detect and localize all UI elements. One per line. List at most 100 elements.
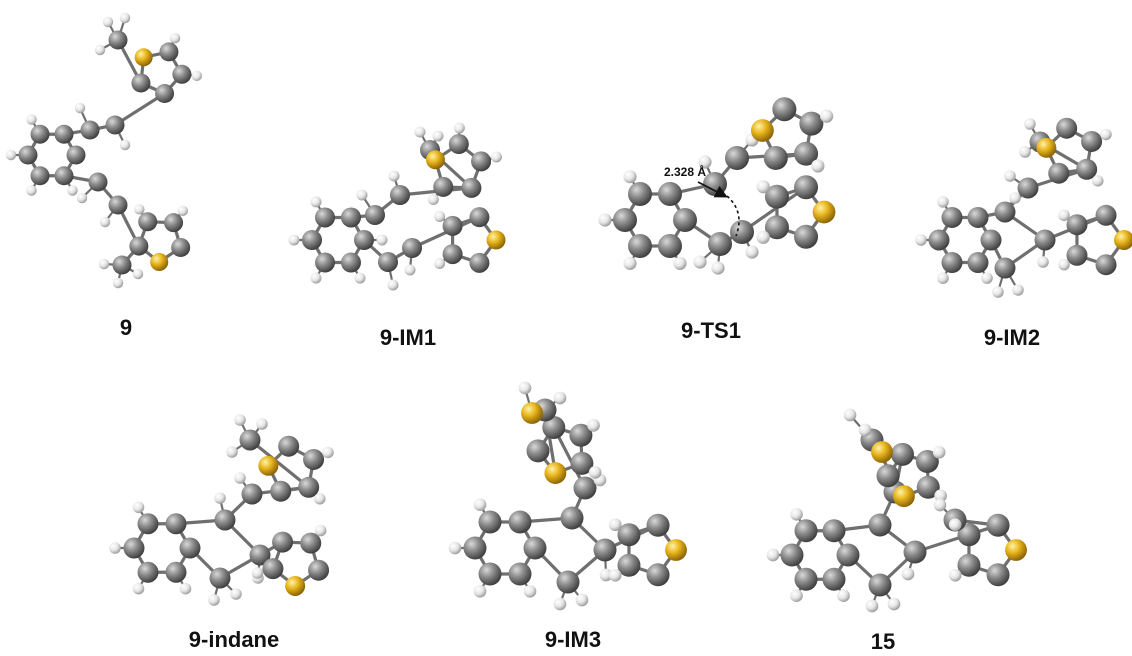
hydrogen-atom bbox=[623, 256, 637, 270]
hydrogen-atom bbox=[234, 472, 246, 484]
carbon-atom bbox=[298, 476, 320, 498]
hydrogen-atom bbox=[623, 170, 637, 184]
carbon-atom bbox=[1017, 177, 1039, 199]
carbon-atom bbox=[137, 513, 159, 535]
carbon-atom bbox=[822, 519, 846, 543]
sulfur-atom bbox=[258, 455, 279, 476]
carbon-atom bbox=[822, 567, 846, 591]
hydrogen-atom bbox=[119, 139, 131, 151]
hydrogen-atom bbox=[473, 584, 487, 598]
carbon-atom bbox=[986, 513, 1010, 537]
carbon-atom bbox=[903, 540, 927, 564]
hydrogen-atom bbox=[1058, 209, 1070, 222]
hydrogen-atom bbox=[453, 122, 465, 134]
carbon-atom bbox=[442, 244, 463, 265]
structure-label-9: 9 bbox=[119, 315, 133, 340]
carbon-atom bbox=[239, 429, 261, 451]
sulfur-atom bbox=[134, 48, 153, 67]
carbon-atom bbox=[799, 111, 824, 136]
sulfur-atom bbox=[1005, 539, 1027, 561]
hydrogen-atom bbox=[314, 524, 327, 537]
carbon-atom bbox=[836, 543, 860, 567]
hydrogen-atom bbox=[310, 272, 322, 284]
hydrogen-atom bbox=[1058, 258, 1070, 271]
carbon-atom bbox=[214, 509, 236, 531]
carbon-atom bbox=[617, 523, 641, 547]
hydrogen-atom bbox=[230, 588, 242, 600]
hydrogen-atom bbox=[693, 255, 707, 269]
hydrogen-atom bbox=[434, 258, 446, 270]
carbon-atom bbox=[341, 252, 361, 273]
carbon-atom bbox=[209, 567, 231, 589]
hydrogen-atom bbox=[1092, 174, 1104, 187]
hydrogen-atom bbox=[901, 567, 915, 581]
carbon-atom bbox=[108, 195, 128, 215]
carbon-atom bbox=[159, 42, 179, 62]
carbon-atom bbox=[303, 448, 325, 470]
carbon-atom bbox=[66, 145, 86, 165]
structure-label-9-im1: 9-IM1 bbox=[379, 325, 437, 350]
hydrogen-atom bbox=[132, 268, 144, 280]
carbon-atom bbox=[868, 573, 892, 597]
hydrogen-atom bbox=[132, 501, 145, 514]
carbon-atom bbox=[628, 182, 652, 207]
hydrogen-atom bbox=[992, 286, 1004, 298]
sulfur-atom bbox=[425, 150, 445, 170]
carbon-atom bbox=[593, 538, 617, 562]
carbon-atom bbox=[171, 238, 191, 258]
carbon-atom bbox=[957, 523, 981, 547]
carbon-atom bbox=[30, 166, 50, 186]
hydrogen-atom bbox=[26, 185, 37, 196]
hydrogen-atom bbox=[673, 256, 687, 270]
carbon-atom bbox=[957, 553, 981, 577]
hydrogen-atom bbox=[756, 180, 770, 194]
hydrogen-atom bbox=[102, 16, 114, 28]
hydrogen-atom bbox=[256, 418, 268, 430]
hydrogen-atom bbox=[376, 234, 388, 246]
sulfur-atom bbox=[812, 200, 836, 224]
carbon-atom bbox=[179, 537, 201, 559]
carbon-atom bbox=[928, 229, 950, 251]
carbon-atom bbox=[155, 84, 175, 104]
hydrogen-atom bbox=[820, 109, 834, 123]
carbon-atom bbox=[556, 570, 580, 594]
carbon-atom bbox=[673, 208, 697, 232]
carbon-atom bbox=[315, 207, 335, 228]
hydrogen-atom bbox=[937, 272, 949, 284]
hydrogen-atom bbox=[608, 568, 622, 582]
hydrogen-atom bbox=[99, 216, 111, 228]
carbon-atom bbox=[165, 513, 187, 535]
hydrogen-atom bbox=[598, 213, 612, 227]
carbon-atom bbox=[646, 513, 670, 537]
carbon-atom bbox=[876, 464, 900, 488]
hydrogen-atom bbox=[288, 234, 300, 246]
sulfur-atom bbox=[544, 462, 567, 484]
carbon-atom bbox=[868, 513, 892, 537]
hydrogen-atom bbox=[934, 489, 947, 503]
hydrogen-atom bbox=[599, 568, 613, 582]
carbon-atom bbox=[967, 252, 989, 274]
carbon-atom bbox=[994, 201, 1016, 223]
carbon-atom bbox=[1095, 254, 1117, 276]
hydrogen-atom bbox=[1012, 284, 1024, 296]
hydrogen-atom bbox=[858, 423, 872, 437]
hydrogen-atom bbox=[766, 548, 780, 562]
hydrogen-atom bbox=[404, 264, 416, 276]
carbon-atom bbox=[442, 215, 463, 236]
carbon-atom bbox=[390, 185, 410, 205]
carbon-atom bbox=[658, 233, 682, 258]
carbon-atom bbox=[249, 544, 271, 566]
carbon-atom bbox=[1076, 158, 1098, 180]
hydrogen-atom bbox=[134, 204, 145, 215]
sulfur-atom bbox=[285, 576, 306, 596]
carbon-atom bbox=[129, 236, 149, 256]
molecule-9-ts1-atoms bbox=[598, 97, 836, 275]
molecule-9-im3-atoms bbox=[448, 381, 687, 611]
ts-distance-label: 2.328 Å bbox=[664, 165, 707, 179]
hydrogen-atom bbox=[314, 492, 326, 505]
hydrogen-atom bbox=[490, 151, 502, 163]
carbon-atom bbox=[526, 439, 550, 463]
carbon-atom bbox=[165, 561, 187, 583]
hydrogen-atom bbox=[67, 185, 78, 196]
